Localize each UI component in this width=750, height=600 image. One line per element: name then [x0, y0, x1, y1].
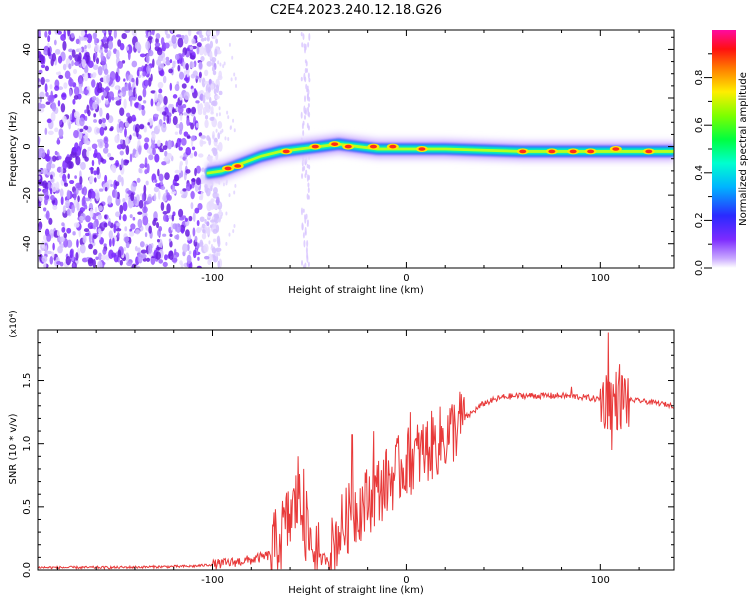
track-peak-core	[418, 147, 426, 151]
spectrogram-track	[206, 132, 674, 186]
track-peak-core	[519, 149, 527, 154]
y-tick-label: 1.0	[22, 436, 33, 452]
y-tick-label: -20	[22, 187, 33, 203]
colorbar-tick-label: 0.4	[694, 165, 705, 181]
x-tick-label: -100	[201, 273, 224, 284]
snr-xlabel: Height of straight line (km)	[288, 585, 424, 596]
track-peak-core	[311, 144, 319, 149]
spectrogram-frame	[37, 29, 675, 269]
snr-ylabel: SNR (10 * v/v)	[8, 413, 19, 484]
colorbar-tick-label: 0.8	[694, 70, 705, 86]
track-peak-core	[344, 144, 352, 149]
track-peak-core	[224, 166, 232, 171]
snr-series-line	[38, 332, 674, 570]
x-tick-label: 0	[403, 575, 409, 586]
x-tick-label: 0	[403, 273, 409, 284]
x-tick-label: 100	[591, 273, 610, 284]
track-peak-core	[282, 149, 290, 154]
x-tick-label: 100	[591, 575, 610, 586]
y-tick-label: 0.0	[22, 562, 33, 578]
colorbar-tick-label: 0.2	[694, 212, 705, 228]
spectrogram-xlabel: Height of straight line (km)	[288, 285, 424, 296]
track-peak-core	[587, 149, 595, 154]
y-tick-label: -40	[22, 236, 33, 252]
colorbar: 0.0 0.2 0.4 0.6 0.8 Normalized spectral ampl…	[694, 30, 749, 276]
track-peak-core	[331, 142, 339, 146]
spectrogram-axes: -100 0 100 -40 -20 0 20 40	[22, 30, 674, 284]
snr-panel: -100 0 100 0.0 0.5 1.0 1.5 Height of straight …	[8, 310, 675, 596]
colorbar-label: Normalized spectral amplitude	[738, 72, 749, 226]
y-tick-label: 1.5	[22, 373, 33, 389]
snr-multiplier: (x10⁴)	[9, 310, 19, 337]
spectrogram-heatmap	[38, 30, 674, 268]
track-peak-core	[234, 164, 242, 168]
y-tick-label: 0	[22, 143, 33, 149]
y-tick-label: 40	[22, 43, 33, 56]
snr-axes: -100 0 100 0.0 0.5 1.0 1.5	[22, 330, 674, 586]
track-peak-core	[612, 147, 620, 151]
colorbar-ticks: 0.0 0.2 0.4 0.6 0.8	[694, 53, 712, 276]
colorbar-tick-label: 0.0	[694, 260, 705, 276]
colorbar-gradient	[712, 30, 736, 268]
spectrogram-ylabel: Frequency (Hz)	[8, 111, 19, 187]
colorbar-tick-label: 0.6	[694, 117, 705, 133]
track-peak-core	[548, 149, 556, 154]
track-peak-core	[645, 149, 653, 154]
track-peak-core	[569, 149, 577, 154]
x-tick-label: -100	[201, 575, 224, 586]
y-tick-label: 20	[22, 92, 33, 105]
figure-title: C2E4.2023.240.12.18.G26	[270, 3, 442, 18]
spectrogram-panel: -100 0 100 -40 -20 0 20 40 Height of straight l…	[8, 29, 675, 296]
spectrogram-noise	[38, 30, 311, 268]
y-tick-label: 0.5	[22, 499, 33, 515]
track-peak-core	[369, 144, 377, 149]
snr-frame	[37, 329, 675, 571]
track-peak-core	[389, 144, 397, 149]
